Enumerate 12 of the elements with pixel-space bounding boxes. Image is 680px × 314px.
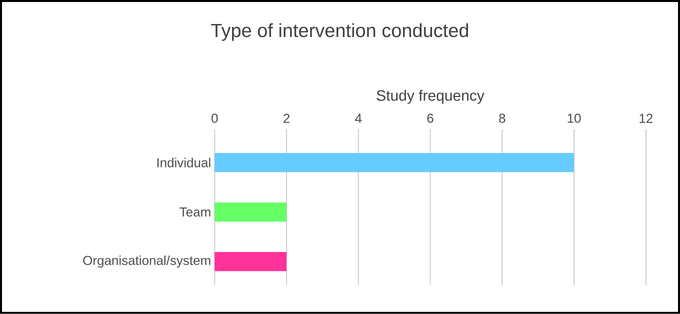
x-tick-label: 0 bbox=[212, 114, 218, 123]
x-tick-label: 10 bbox=[568, 114, 581, 123]
y-tick-label: Individual bbox=[157, 158, 210, 168]
x-tick-label: 6 bbox=[427, 114, 434, 123]
x-tick-label: 8 bbox=[499, 114, 506, 123]
x-tick-label: 2 bbox=[284, 114, 290, 123]
chart-title: Type of intervention conducted bbox=[211, 23, 468, 41]
y-tick-label: Team bbox=[180, 208, 210, 217]
x-axis-title: Study frequency bbox=[376, 90, 484, 104]
y-tick-label: Organisational/system bbox=[83, 256, 210, 268]
x-tick-label: 4 bbox=[355, 114, 362, 123]
x-tick-label: 12 bbox=[640, 114, 652, 123]
